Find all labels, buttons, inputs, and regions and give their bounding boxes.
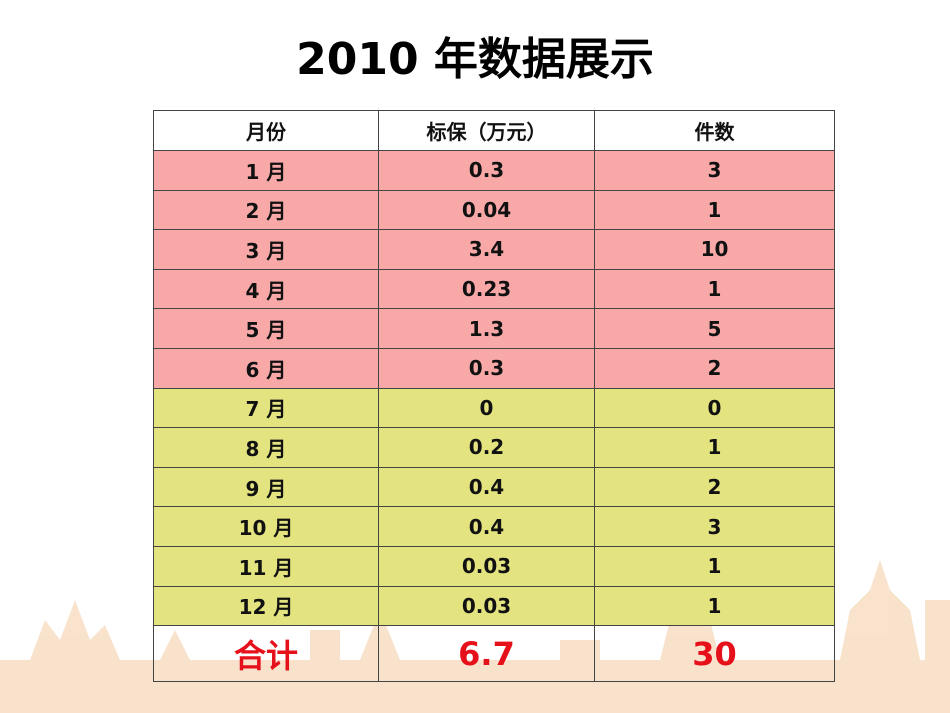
header-row: 月份 标保（万元） 件数 <box>153 110 835 151</box>
table-row: 8 月 0.2 1 <box>153 427 835 468</box>
table-cell: 12 月 <box>153 585 379 627</box>
table-row: 4 月 0.23 1 <box>153 268 835 310</box>
table-row: 6 月 0.3 2 <box>153 347 835 389</box>
table-cell: 10 <box>594 229 835 270</box>
table-cell: 1 <box>594 427 835 468</box>
total-row: 合计 6.7 30 <box>153 625 835 683</box>
table-cell: 7 月 <box>153 387 379 429</box>
table-cell: 0.3 <box>378 150 595 191</box>
table-cell: 1 <box>594 545 835 587</box>
table-row: 11 月 0.03 1 <box>153 545 835 587</box>
table-cell: 3 月 <box>153 229 379 270</box>
table-cell: 1 <box>594 585 835 627</box>
table-cell: 10 月 <box>153 506 379 547</box>
table-cell: 1 <box>594 268 835 310</box>
table-cell: 1 <box>594 189 835 231</box>
table-cell: 0 <box>378 387 595 429</box>
table-cell: 4 月 <box>153 268 379 310</box>
table-cell: 3 <box>594 150 835 191</box>
table-row: 10 月 0.4 3 <box>153 506 835 547</box>
table-cell: 0.03 <box>378 545 595 587</box>
table-cell: 0.4 <box>378 466 595 508</box>
table-row: 3 月 3.4 10 <box>153 229 835 270</box>
table-cell: 2 <box>594 466 835 508</box>
data-table: 月份 标保（万元） 件数 1 月 0.3 3 2 月 0.04 1 3 月 3.4 10 4 月 0.23… <box>153 110 835 683</box>
table-cell: 11 月 <box>153 545 379 587</box>
table-cell: 2 <box>594 347 835 389</box>
table-row: 9 月 0.4 2 <box>153 466 835 508</box>
table-row: 1 月 0.3 3 <box>153 150 835 191</box>
table-cell: 0.04 <box>378 189 595 231</box>
table-cell: 9 月 <box>153 466 379 508</box>
table-cell: 0.03 <box>378 585 595 627</box>
table-cell: 0.3 <box>378 347 595 389</box>
table-cell: 6.7 <box>378 625 595 683</box>
table-row: 2 月 0.04 1 <box>153 189 835 231</box>
table-cell: 0.4 <box>378 506 595 547</box>
table-cell: 0.23 <box>378 268 595 310</box>
title: 2010 年数据展示 <box>296 34 654 85</box>
table-cell: 0.2 <box>378 427 595 468</box>
table-row: 5 月 1.3 5 <box>153 308 835 349</box>
table-cell: 0 <box>594 387 835 429</box>
table-cell: 标保（万元） <box>378 110 595 151</box>
table-cell: 30 <box>594 625 835 683</box>
table-cell: 3.4 <box>378 229 595 270</box>
table-cell: 3 <box>594 506 835 547</box>
table-cell: 5 月 <box>153 308 379 349</box>
table-cell: 2 月 <box>153 189 379 231</box>
table-cell: 8 月 <box>153 427 379 468</box>
table-cell: 月份 <box>153 110 379 151</box>
table-cell: 5 <box>594 308 835 349</box>
table-cell: 1.3 <box>378 308 595 349</box>
table-cell: 件数 <box>594 110 835 151</box>
table-row: 12 月 0.03 1 <box>153 585 835 627</box>
table-cell: 合计 <box>153 625 379 683</box>
table-cell: 6 月 <box>153 347 379 389</box>
table-cell: 1 月 <box>153 150 379 191</box>
